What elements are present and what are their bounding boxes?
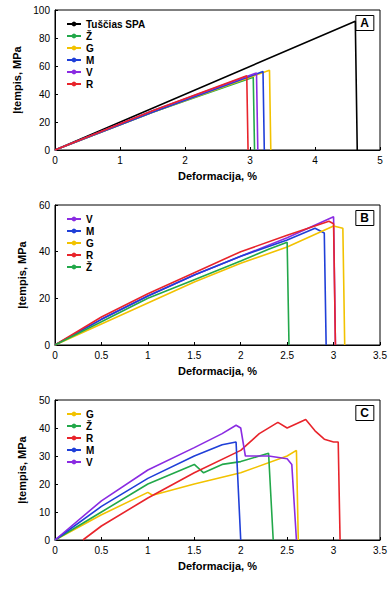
- svg-text:20: 20: [39, 117, 51, 128]
- svg-text:5: 5: [377, 155, 383, 166]
- svg-text:40: 40: [39, 89, 51, 100]
- svg-text:Tuščias SPA: Tuščias SPA: [86, 19, 145, 30]
- svg-text:20: 20: [39, 479, 51, 490]
- svg-text:0.5: 0.5: [94, 350, 108, 361]
- svg-text:M: M: [86, 55, 94, 66]
- svg-text:V: V: [86, 214, 93, 225]
- svg-text:Įtempis, MPa: Įtempis, MPa: [16, 241, 28, 309]
- svg-text:0: 0: [44, 535, 50, 546]
- svg-text:4: 4: [312, 155, 318, 166]
- svg-text:60: 60: [39, 200, 51, 211]
- svg-text:G: G: [86, 43, 94, 54]
- svg-text:3.5: 3.5: [373, 545, 387, 556]
- svg-text:40: 40: [39, 423, 51, 434]
- svg-text:10: 10: [39, 507, 51, 518]
- svg-text:1: 1: [145, 545, 151, 556]
- svg-text:Įtempis, MPa: Įtempis, MPa: [11, 46, 23, 114]
- svg-text:1.5: 1.5: [187, 350, 201, 361]
- svg-text:Ž: Ž: [86, 261, 92, 273]
- svg-text:1: 1: [117, 155, 123, 166]
- svg-text:V: V: [86, 457, 93, 468]
- svg-text:20: 20: [39, 293, 51, 304]
- svg-text:G: G: [86, 238, 94, 249]
- svg-text:0: 0: [52, 155, 58, 166]
- svg-text:0: 0: [44, 145, 50, 156]
- svg-text:2.5: 2.5: [280, 545, 294, 556]
- svg-text:0.5: 0.5: [94, 545, 108, 556]
- svg-text:50: 50: [39, 395, 51, 406]
- svg-text:R: R: [86, 79, 94, 90]
- svg-text:0: 0: [44, 340, 50, 351]
- svg-text:3: 3: [331, 545, 337, 556]
- svg-text:100: 100: [33, 5, 50, 16]
- svg-text:3: 3: [247, 155, 253, 166]
- svg-text:B: B: [360, 211, 369, 225]
- svg-text:2: 2: [238, 350, 244, 361]
- svg-text:3.5: 3.5: [373, 350, 387, 361]
- svg-text:M: M: [86, 445, 94, 456]
- svg-text:60: 60: [39, 61, 51, 72]
- svg-text:40: 40: [39, 246, 51, 257]
- svg-text:Ž: Ž: [86, 420, 92, 432]
- svg-text:R: R: [86, 433, 94, 444]
- svg-text:2.5: 2.5: [280, 350, 294, 361]
- svg-text:2: 2: [238, 545, 244, 556]
- svg-text:Įtempis, MPa: Įtempis, MPa: [16, 436, 28, 504]
- svg-text:A: A: [360, 16, 369, 30]
- svg-text:1: 1: [145, 350, 151, 361]
- svg-text:1.5: 1.5: [187, 545, 201, 556]
- svg-text:C: C: [360, 406, 369, 420]
- svg-text:0: 0: [52, 350, 58, 361]
- svg-text:Deformacija, %: Deformacija, %: [178, 365, 257, 377]
- svg-text:M: M: [86, 226, 94, 237]
- svg-text:R: R: [86, 250, 94, 261]
- svg-text:0: 0: [52, 545, 58, 556]
- svg-text:Deformacija, %: Deformacija, %: [178, 170, 257, 182]
- svg-text:G: G: [86, 409, 94, 420]
- svg-text:Deformacija, %: Deformacija, %: [178, 560, 257, 572]
- svg-text:2: 2: [182, 155, 188, 166]
- svg-text:80: 80: [39, 33, 51, 44]
- svg-text:Ž: Ž: [86, 30, 92, 42]
- svg-text:V: V: [86, 67, 93, 78]
- svg-text:30: 30: [39, 451, 51, 462]
- svg-text:3: 3: [331, 350, 337, 361]
